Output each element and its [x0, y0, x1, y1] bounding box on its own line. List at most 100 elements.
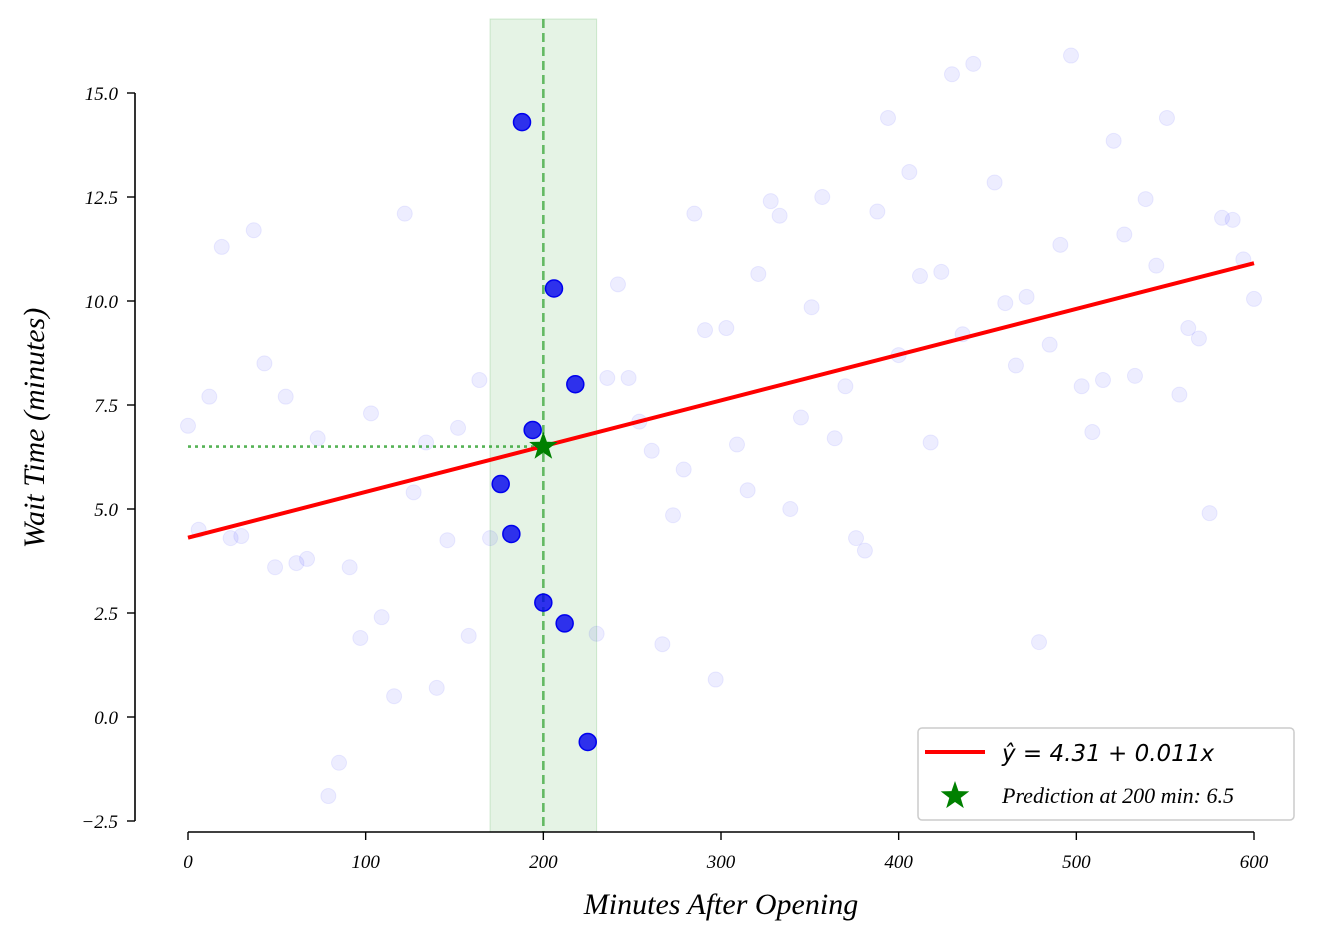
legend-regression-label: ŷ = 4.31 + 0.011x [1001, 741, 1214, 767]
background-point [620, 369, 637, 386]
background-point [686, 205, 703, 222]
background-point [482, 530, 499, 547]
window-point [534, 593, 553, 612]
background-point [277, 388, 294, 405]
background-point [471, 372, 488, 389]
background-point [762, 193, 779, 210]
background-point [814, 189, 831, 205]
background-point [1041, 336, 1058, 353]
background-point [1073, 378, 1090, 395]
background-point [697, 322, 714, 339]
window-point [502, 524, 521, 544]
background-point [1224, 211, 1241, 228]
y-tick-label: 7.5 [94, 396, 118, 417]
window-point [555, 614, 574, 633]
background-point [386, 688, 403, 705]
background-point [856, 542, 873, 559]
background-point [309, 430, 326, 447]
background-point [288, 555, 305, 572]
x-tick-label: 0 [183, 852, 193, 873]
background-point [675, 461, 692, 478]
x-axis-label: Minutes After Opening [583, 888, 858, 921]
background-point [1246, 290, 1262, 307]
y-axis-label: Wait Time (minutes) [18, 308, 51, 549]
background-point [1105, 132, 1122, 149]
background-point [707, 671, 724, 688]
window-points [491, 112, 597, 752]
y-tick-label: 10.0 [85, 292, 119, 313]
window-point [512, 112, 532, 132]
y-tick-label: 5.0 [94, 500, 118, 521]
background-point [405, 484, 422, 501]
background-point [201, 388, 218, 405]
background-point [869, 203, 886, 220]
background-point [1180, 320, 1197, 337]
x-tick-label: 500 [1062, 852, 1091, 873]
background-point [933, 263, 950, 280]
background-point [256, 355, 273, 372]
background-point [943, 66, 960, 83]
background-point [267, 559, 284, 576]
y-tick-label: 0.0 [94, 708, 118, 729]
background-point [792, 409, 809, 426]
background-point [826, 430, 843, 447]
background-point [1148, 257, 1165, 274]
background-point [362, 405, 379, 422]
background-point [848, 530, 865, 547]
window-point [566, 374, 585, 394]
legend-box [917, 727, 1295, 821]
background-point [1052, 236, 1069, 253]
background-point [901, 164, 918, 181]
prediction-star [529, 431, 558, 459]
background-point [1084, 424, 1101, 441]
background-point [1007, 357, 1024, 374]
background-point [1018, 288, 1035, 305]
background-point [213, 238, 230, 255]
background-point [320, 788, 337, 805]
background-point [396, 205, 413, 222]
background-point [352, 629, 369, 646]
background-point [180, 417, 196, 434]
window-point [544, 279, 564, 298]
background-point [609, 276, 626, 293]
background-point [837, 378, 854, 395]
y-tick-label: 2.5 [94, 604, 118, 625]
x-tick-label: 200 [529, 852, 558, 873]
legend-prediction-label: Prediction at 200 min: 6.5 [1001, 783, 1234, 808]
background-point [233, 528, 250, 545]
x-tick-label: 100 [351, 852, 380, 873]
background-point [450, 419, 467, 436]
background-point [1126, 367, 1143, 384]
legend-star-icon [940, 781, 970, 809]
x-tick-label: 300 [706, 852, 736, 873]
legend: ŷ = 4.31 + 0.011x Prediction at 200 min:… [917, 727, 1295, 821]
background-point [599, 369, 616, 386]
background-point [986, 174, 1003, 191]
background-point [997, 295, 1014, 312]
background-point [922, 434, 939, 451]
background-point [880, 109, 897, 126]
background-point [718, 320, 735, 337]
background-point [739, 482, 756, 499]
background-point [1063, 47, 1080, 64]
background-point [728, 436, 745, 453]
background-point [245, 222, 262, 239]
background-point [803, 299, 820, 316]
background-point [439, 532, 456, 549]
x-tick-label: 400 [884, 852, 913, 873]
background-point [1190, 330, 1207, 347]
regression-line [187, 261, 1255, 540]
y-tick-label: 15.0 [85, 84, 119, 105]
background-point [460, 627, 477, 644]
background-point [588, 625, 605, 642]
background-point [222, 530, 239, 547]
background-point [1158, 109, 1175, 126]
background-point [1171, 386, 1188, 403]
background-point [341, 559, 358, 576]
x-tick-label: 600 [1240, 852, 1269, 873]
background-point [418, 434, 435, 451]
y-tick-label: −2.5 [81, 812, 118, 833]
background-point [299, 550, 316, 567]
background-point [1031, 634, 1048, 651]
